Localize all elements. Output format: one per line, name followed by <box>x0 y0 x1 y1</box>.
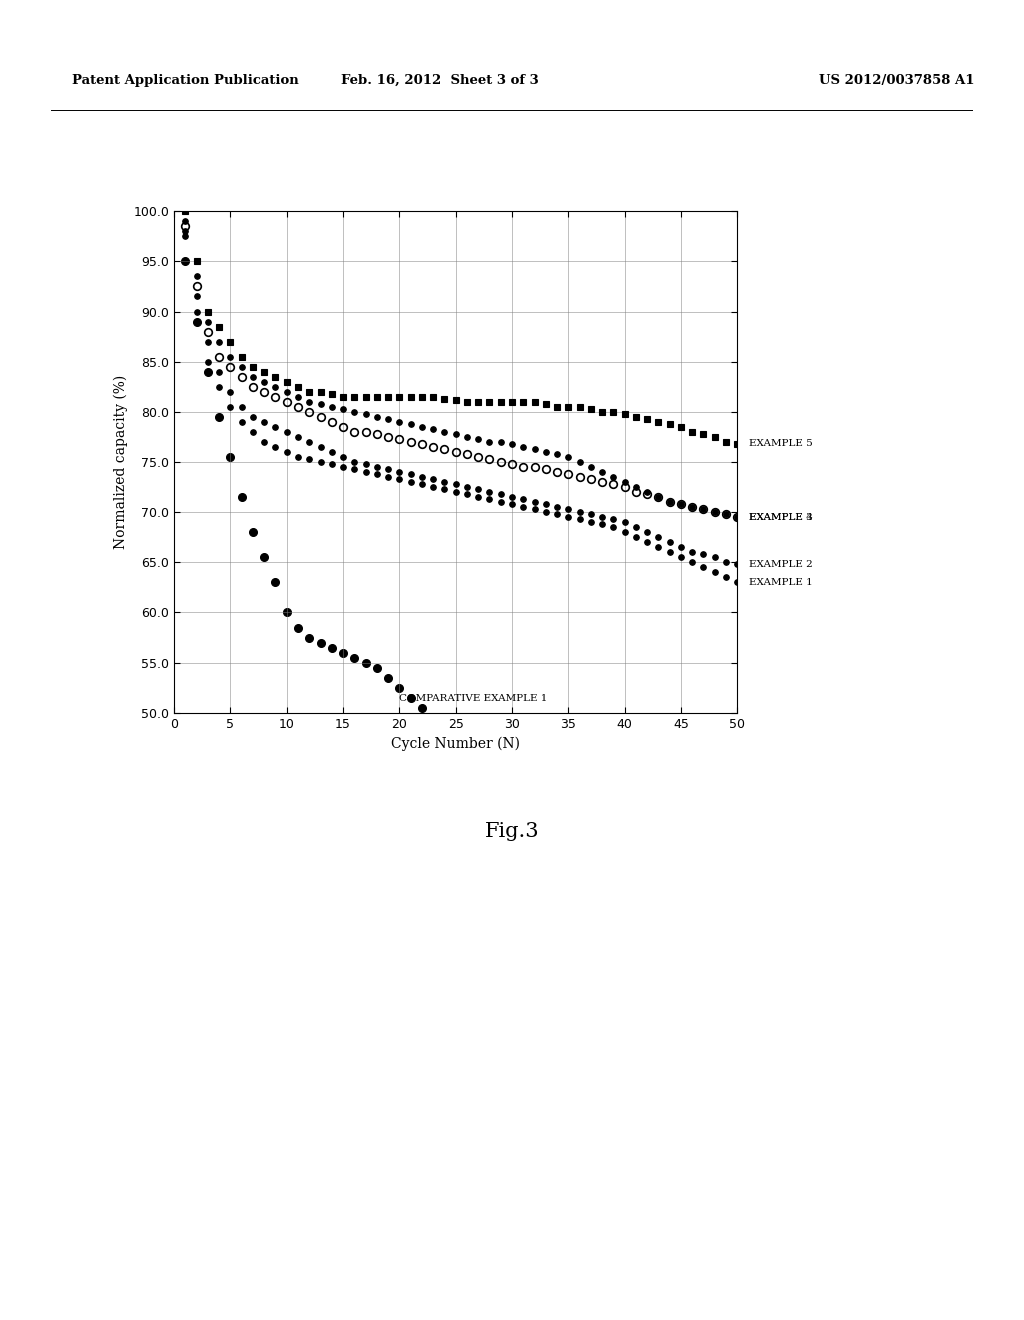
Text: US 2012/0037858 A1: US 2012/0037858 A1 <box>819 74 975 87</box>
Text: EXAMPLE 4: EXAMPLE 4 <box>749 512 812 521</box>
Text: COMPARATIVE EXAMPLE 1: COMPARATIVE EXAMPLE 1 <box>399 694 548 702</box>
Text: Patent Application Publication: Patent Application Publication <box>72 74 298 87</box>
X-axis label: Cycle Number (N): Cycle Number (N) <box>391 737 520 751</box>
Text: EXAMPLE 2: EXAMPLE 2 <box>749 560 812 569</box>
Text: Fig.3: Fig.3 <box>484 822 540 841</box>
Text: EXAMPLE 1: EXAMPLE 1 <box>749 578 812 587</box>
Y-axis label: Normalized capacity (%): Normalized capacity (%) <box>114 375 128 549</box>
Text: EXAMPLE 5: EXAMPLE 5 <box>749 440 812 449</box>
Text: Feb. 16, 2012  Sheet 3 of 3: Feb. 16, 2012 Sheet 3 of 3 <box>341 74 540 87</box>
Text: EXAMPLE 3: EXAMPLE 3 <box>749 512 812 521</box>
